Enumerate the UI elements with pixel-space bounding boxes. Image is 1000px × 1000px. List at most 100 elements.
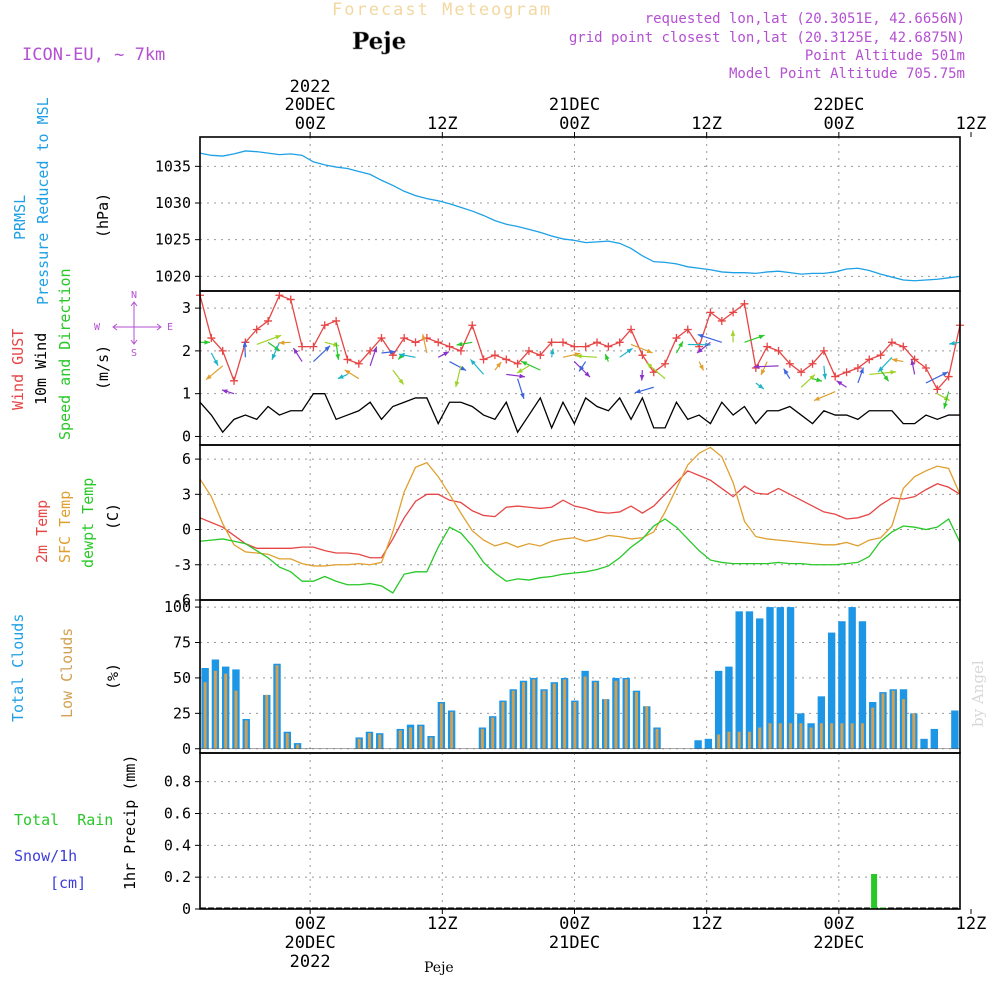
gust-marker (853, 364, 862, 372)
low-cloud-bar (275, 665, 279, 749)
gust-marker (763, 342, 772, 351)
gust-marker (445, 342, 454, 351)
compass-w: W (94, 322, 101, 333)
low-cloud-bar (830, 723, 834, 749)
gust-marker (332, 316, 341, 325)
low-cloud-bar (522, 682, 525, 749)
top-time-label: 00Z (559, 114, 590, 134)
low-cloud-bar (511, 690, 515, 749)
gust-marker (524, 346, 533, 355)
wind-arrowhead (883, 375, 889, 382)
low-cloud-bar (881, 693, 885, 749)
low-cloud-bar (296, 744, 300, 749)
temp-titles: 2m Temp SFC Temp dewpt Temp (C) (33, 478, 122, 568)
low-cloud-bar (819, 723, 823, 749)
panel-pressure: 1020 1025 1030 1035 (155, 136, 961, 292)
gust-marker (944, 372, 953, 381)
top-date-label: 22DEC (813, 95, 864, 115)
total-cloud-bar (745, 611, 754, 749)
wind-arrowhead (949, 340, 956, 346)
low-cloud-bar (285, 733, 289, 749)
y-tick-label: 0 (182, 521, 191, 539)
panel-frame (199, 444, 961, 601)
gridpoint-coords: grid point closest lon,lat (20.3125E, 42… (569, 30, 965, 46)
low-cloud-bar (747, 731, 751, 749)
low-cloud-bar (357, 738, 361, 749)
gust-marker (275, 291, 284, 300)
gust-marker (400, 334, 409, 343)
low-cloud-bar (203, 682, 207, 749)
gust-marker (513, 359, 522, 368)
gust-marker (638, 351, 647, 360)
gust-marker (740, 299, 749, 308)
snow-unit-legend: [cm] (50, 874, 86, 892)
gust-marker (264, 316, 273, 325)
wind-arrowhead (496, 361, 502, 368)
total-cloud-bar (776, 607, 784, 749)
bottom-time-label: 00Z (823, 914, 854, 934)
low-cloud-bar (809, 727, 813, 749)
gust-marker (661, 359, 670, 368)
wind-arrowhead (204, 339, 210, 345)
gust-marker (468, 321, 477, 330)
temp-dewpt-label: dewpt Temp (79, 478, 97, 568)
wind-arrowhead (816, 377, 823, 383)
low-cloud-bar (737, 731, 741, 749)
wind-arrowhead (456, 341, 463, 347)
total-cloud-bar (756, 618, 764, 749)
bottom-time-label: 00Z (295, 914, 326, 934)
prmsl-label: PRMSL (11, 195, 29, 240)
panels: 1020 1025 1030 1035 0 1 2 3 -6 -3 0 3 6 0 25 50 75 100 0 0.… (155, 136, 964, 918)
total-clouds-label: Total Clouds (9, 614, 27, 722)
wind-arrowhead (758, 383, 764, 389)
wind-arrowhead (470, 359, 476, 366)
compass-e: E (167, 322, 173, 333)
top-time-label: 00Z (295, 114, 326, 134)
wind-arrowhead (761, 369, 766, 376)
gust-marker (547, 338, 556, 347)
cloud-titles: Total Clouds Low Clouds (%) (9, 614, 122, 722)
low-cloud-bar (213, 670, 217, 749)
wind-titles: Wind GUST 10m Wind Speed and Direction (… (9, 268, 173, 440)
y-tick-label: 0.8 (164, 773, 191, 791)
y-tick-label: 0 (182, 900, 191, 918)
total-cloud-bar (725, 666, 733, 749)
y-tick-label: 75 (173, 634, 191, 652)
low-cloud-bar (799, 723, 803, 749)
wind-arrowhead (271, 353, 277, 360)
low-cloud-bar (265, 694, 269, 749)
total-cloud-bar (951, 710, 959, 749)
low-cloud-bar (727, 731, 731, 749)
low-cloud-bar (480, 728, 484, 749)
gust-marker (865, 355, 874, 364)
series-sfc-temp (199, 446, 961, 567)
wind-arrowhead (206, 374, 212, 380)
bottom-year-label: 2022 (290, 952, 331, 972)
wind-arrowhead (421, 334, 427, 341)
wind-arrowhead (398, 353, 404, 360)
gust-marker (797, 368, 806, 377)
bottom-date-label: 20DEC (285, 933, 336, 953)
gust-marker (672, 334, 681, 343)
wind-arrowhead (337, 374, 344, 379)
low-cloud-bar (645, 706, 649, 749)
bottom-time-label: 00Z (559, 914, 590, 934)
gust-marker (309, 342, 318, 351)
total-cloud-bar (786, 607, 795, 749)
low-cloud-bar (450, 711, 454, 749)
compass-n: N (131, 290, 137, 301)
gust-marker (842, 368, 851, 377)
gust-marker (627, 325, 636, 334)
precip-titles: Total Rain Snow/1h [cm] 1hr Precip (mm) (14, 755, 139, 892)
wind-arrowhead (697, 334, 704, 339)
total-cloud-bar (694, 740, 702, 749)
gust-marker (808, 359, 817, 368)
gust-marker (354, 359, 363, 368)
low-cloud-bar (501, 702, 505, 749)
low-cloud-bar (234, 690, 238, 749)
top-date-label: 21DEC (549, 95, 600, 115)
gust-marker (615, 338, 624, 347)
low-cloud-bar (902, 699, 905, 749)
low-cloud-bar (398, 730, 402, 749)
low-cloud-bar (378, 734, 382, 749)
